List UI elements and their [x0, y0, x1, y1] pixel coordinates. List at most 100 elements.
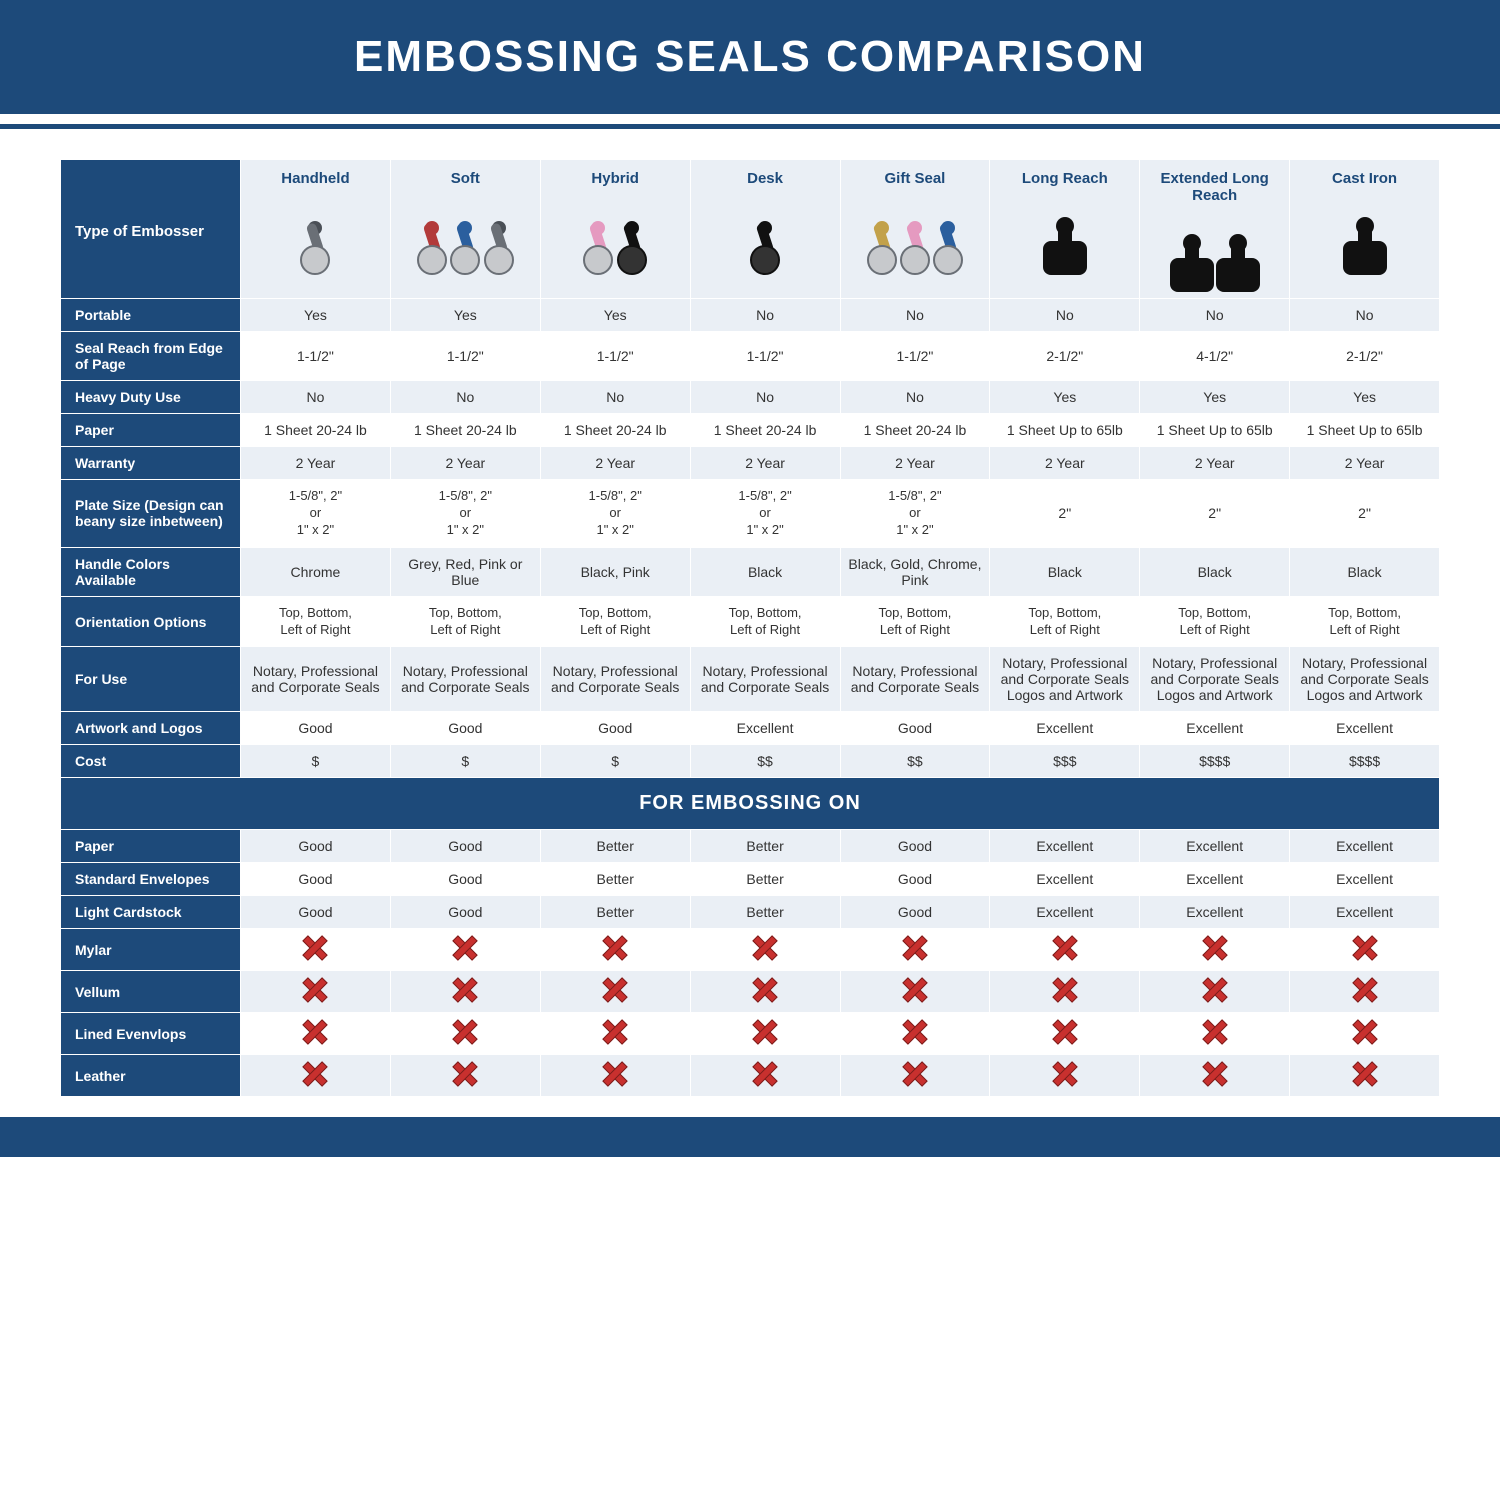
- table-cell: [1290, 1055, 1440, 1097]
- table-cell: $: [241, 745, 391, 778]
- table-cell: Excellent: [1140, 863, 1290, 896]
- table-cell: 2 Year: [690, 447, 840, 480]
- table-cell: Top, Bottom,Left of Right: [390, 596, 540, 647]
- table-cell: Top, Bottom,Left of Right: [1290, 596, 1440, 647]
- row-label: Vellum: [61, 971, 241, 1013]
- row-label: Cost: [61, 745, 241, 778]
- row-label: Seal Reach from Edge of Page: [61, 332, 241, 381]
- table-cell: [1140, 1055, 1290, 1097]
- table-cell: 2": [1140, 480, 1290, 548]
- table-cell: [1140, 929, 1290, 971]
- column-header-label: Hybrid: [591, 170, 639, 187]
- table-cell: 2-1/2": [1290, 332, 1440, 381]
- column-header-label: Long Reach: [1022, 170, 1108, 187]
- embosser-icon: [265, 195, 365, 275]
- x-icon: [454, 937, 476, 959]
- table-cell: Yes: [241, 299, 391, 332]
- table-cell: $$: [690, 745, 840, 778]
- embosser-icon: [865, 195, 965, 275]
- table-cell: Black: [1290, 547, 1440, 596]
- table-cell: Better: [690, 830, 840, 863]
- table-cell: 1-1/2": [690, 332, 840, 381]
- table-row: Mylar: [61, 929, 1440, 971]
- x-icon: [754, 1021, 776, 1043]
- x-icon: [604, 1063, 626, 1085]
- table-cell: [690, 1055, 840, 1097]
- header-type-label: Type of Embosser: [61, 160, 241, 299]
- x-icon: [904, 937, 926, 959]
- table-cell: No: [1140, 299, 1290, 332]
- x-icon: [1204, 979, 1226, 1001]
- table-cell: $$$: [990, 745, 1140, 778]
- cell-text: 1-5/8", 2"or1" x 2": [547, 488, 684, 539]
- table-cell: Excellent: [1140, 712, 1290, 745]
- table-cell: Excellent: [690, 712, 840, 745]
- table-cell: Good: [390, 896, 540, 929]
- column-header: Cast Iron: [1290, 160, 1440, 299]
- x-icon: [1204, 1063, 1226, 1085]
- table-cell: 1 Sheet 20-24 lb: [241, 414, 391, 447]
- table-cell: Good: [840, 863, 990, 896]
- x-icon: [1054, 937, 1076, 959]
- table-cell: Notary, Professional and Corporate Seals: [390, 647, 540, 712]
- row-label: Warranty: [61, 447, 241, 480]
- table-row: Lined Evenvlops: [61, 1013, 1440, 1055]
- table-row: Vellum: [61, 971, 1440, 1013]
- table-cell: Yes: [990, 381, 1140, 414]
- x-icon: [754, 979, 776, 1001]
- column-header: Hybrid: [540, 160, 690, 299]
- table-cell: Good: [540, 712, 690, 745]
- table-cell: 2 Year: [1290, 447, 1440, 480]
- table-cell: Excellent: [990, 830, 1140, 863]
- cell-text: Top, Bottom,Left of Right: [397, 605, 534, 639]
- x-icon: [754, 937, 776, 959]
- row-label: Paper: [61, 830, 241, 863]
- x-icon: [304, 937, 326, 959]
- table-cell: Excellent: [1290, 896, 1440, 929]
- table-cell: 1-1/2": [241, 332, 391, 381]
- table-cell: [241, 971, 391, 1013]
- x-icon: [604, 1021, 626, 1043]
- row-label: Paper: [61, 414, 241, 447]
- comparison-table: Type of EmbosserHandheldSoftHybridDeskGi…: [60, 159, 1440, 1097]
- x-icon: [1354, 979, 1376, 1001]
- table-cell: Yes: [1290, 381, 1440, 414]
- table-cell: [390, 1013, 540, 1055]
- x-icon: [904, 1063, 926, 1085]
- column-header: Long Reach: [990, 160, 1140, 299]
- table-row: Paper1 Sheet 20-24 lb1 Sheet 20-24 lb1 S…: [61, 414, 1440, 447]
- x-icon: [454, 979, 476, 1001]
- table-cell: 4-1/2": [1140, 332, 1290, 381]
- section-header-label: FOR EMBOSSING ON: [61, 778, 1440, 830]
- table-cell: Excellent: [1140, 896, 1290, 929]
- table-row: Seal Reach from Edge of Page1-1/2"1-1/2"…: [61, 332, 1440, 381]
- table-row: Leather: [61, 1055, 1440, 1097]
- embosser-icon: [1315, 195, 1415, 275]
- column-header-label: Desk: [747, 170, 783, 187]
- table-cell: [390, 929, 540, 971]
- table-cell: Better: [540, 830, 690, 863]
- section-header-row: FOR EMBOSSING ON: [61, 778, 1440, 830]
- table-cell: Top, Bottom,Left of Right: [690, 596, 840, 647]
- table-cell: $: [390, 745, 540, 778]
- table-cell: 2": [990, 480, 1140, 548]
- x-icon: [904, 1021, 926, 1043]
- comparison-table-wrap: Type of EmbosserHandheldSoftHybridDeskGi…: [60, 159, 1440, 1097]
- table-row: PortableYesYesYesNoNoNoNoNo: [61, 299, 1440, 332]
- table-cell: $$$$: [1290, 745, 1440, 778]
- cell-text: 1-5/8", 2"or1" x 2": [397, 488, 534, 539]
- table-cell: Yes: [390, 299, 540, 332]
- x-icon: [1204, 937, 1226, 959]
- table-cell: [540, 1055, 690, 1097]
- column-header: Desk: [690, 160, 840, 299]
- table-cell: [1140, 971, 1290, 1013]
- table-cell: Good: [390, 712, 540, 745]
- x-icon: [604, 937, 626, 959]
- table-cell: Top, Bottom,Left of Right: [540, 596, 690, 647]
- table-cell: No: [390, 381, 540, 414]
- table-cell: Notary, Professional and Corporate Seals…: [1140, 647, 1290, 712]
- table-cell: No: [540, 381, 690, 414]
- row-label: Artwork and Logos: [61, 712, 241, 745]
- embosser-icon: [565, 195, 665, 275]
- x-icon: [304, 1063, 326, 1085]
